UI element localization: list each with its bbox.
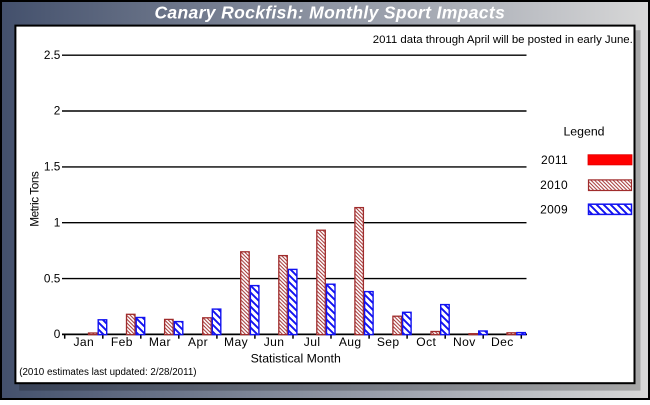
svg-text:Feb: Feb	[111, 335, 133, 349]
svg-text:Aug: Aug	[339, 335, 362, 349]
svg-text:Legend: Legend	[563, 124, 604, 138]
svg-text:1: 1	[54, 215, 61, 229]
svg-text:Jun: Jun	[264, 335, 285, 349]
svg-text:0: 0	[54, 327, 61, 341]
svg-text:Sep: Sep	[377, 335, 400, 349]
svg-text:Mar: Mar	[149, 335, 171, 349]
svg-text:Apr: Apr	[188, 335, 208, 349]
svg-text:(2010 estimates last updated:: (2010 estimates last updated: 2/28/2011)	[19, 367, 196, 378]
svg-text:2.5: 2.5	[44, 48, 61, 62]
svg-text:Dec: Dec	[491, 335, 514, 349]
svg-text:Statistical Month: Statistical Month	[251, 351, 341, 365]
svg-text:2011 data through April will b: 2011 data through April will be posted i…	[373, 34, 633, 46]
svg-text:Canary Rockfish: Monthly Sport: Canary Rockfish: Monthly Sport Impacts	[154, 2, 505, 22]
svg-text:1.5: 1.5	[44, 160, 61, 174]
svg-text:Oct: Oct	[416, 335, 436, 349]
svg-text:May: May	[224, 335, 249, 349]
svg-text:Jan: Jan	[73, 335, 94, 349]
svg-text:Metric Tons: Metric Tons	[27, 171, 41, 227]
svg-text:2010: 2010	[540, 178, 568, 192]
svg-text:2009: 2009	[540, 202, 568, 216]
svg-text:Jul: Jul	[304, 335, 321, 349]
svg-text:Nov: Nov	[453, 335, 476, 349]
svg-text:2011: 2011	[541, 153, 568, 167]
svg-text:2: 2	[54, 104, 61, 118]
svg-text:0.5: 0.5	[44, 271, 61, 285]
